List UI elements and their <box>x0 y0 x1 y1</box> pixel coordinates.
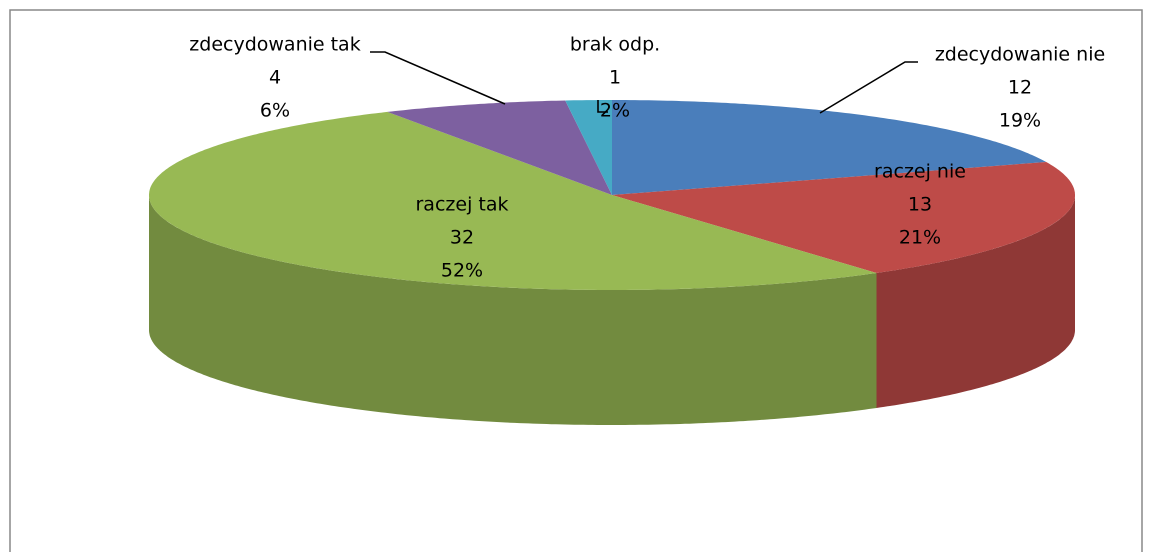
slice <box>612 162 1075 273</box>
slice-side <box>876 195 1075 408</box>
slice-label: zdecydowanie nie <box>935 44 1105 66</box>
slice <box>387 100 612 195</box>
slice-value: 12 <box>1008 77 1032 99</box>
slice <box>565 100 612 195</box>
leader-line <box>597 100 608 113</box>
slice-percent: 52% <box>441 260 483 282</box>
slice <box>149 111 877 291</box>
slice-value: 4 <box>269 67 281 89</box>
slice <box>612 100 1047 195</box>
slice-percent: 2% <box>600 100 630 122</box>
slice-label: raczej tak <box>416 194 509 216</box>
slice-label: brak odp. <box>570 34 660 56</box>
slice-value: 1 <box>609 67 621 89</box>
slice-side <box>149 195 877 425</box>
leader-line <box>819 61 918 114</box>
slice-value: 32 <box>450 227 474 249</box>
pie <box>149 100 1075 425</box>
slice-percent: 19% <box>999 110 1041 132</box>
slice-value: 13 <box>908 194 932 216</box>
slice-label: zdecydowanie tak <box>189 34 360 56</box>
slice-percent: 6% <box>260 100 290 122</box>
slice-label: raczej nie <box>874 161 966 183</box>
leader-line <box>370 51 506 105</box>
slice-percent: 21% <box>899 227 941 249</box>
